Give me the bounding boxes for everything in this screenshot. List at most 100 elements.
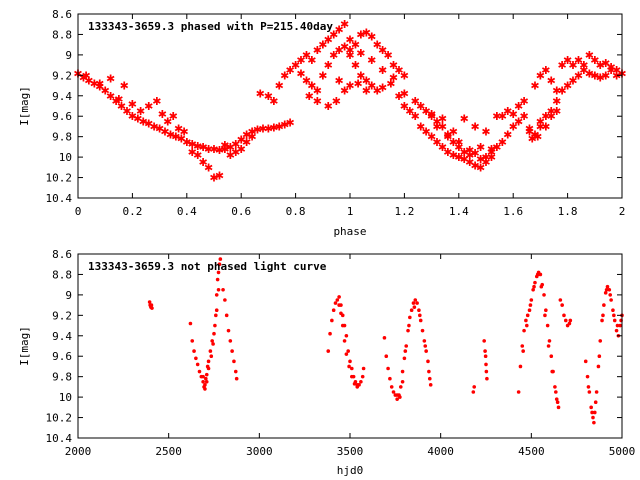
unphased-data-point [217,262,222,267]
unphased-data-point [330,318,334,323]
phased-data-point: ✱ [503,105,512,118]
phased-data-point: ✱ [568,74,577,87]
unphased-data-point [335,298,340,302]
unphased-data-point [206,359,211,364]
phased-data-point: ✱ [79,71,88,84]
phased-data-point: ✱ [373,39,382,52]
phased-data-point: ✱ [416,120,425,133]
phased-data-point: ✱ [286,116,295,129]
unphased-data-point [337,295,341,299]
phased-data-point: ✱ [558,85,567,98]
phased-data-point: ✱ [335,23,344,36]
phased-chart-axes: 0 0.2 0.4 0.6 0.8 1 1.2 1.4 1.6 1.8 2 8.6 8.8 9 9.2 9.4… [46,8,626,218]
unphased-data-point [603,291,608,295]
phased-data-point: ✱ [215,170,224,183]
unphased-data-point [382,336,387,340]
unphased-data-point [611,308,615,313]
unphased-data-point [567,321,572,326]
phased-data-point: ✱ [82,69,91,82]
unphased-y-tick-label: 8.6 [52,248,72,261]
phased-data-point: ✱ [487,146,496,159]
unphased-y-tick-label: 9 [65,289,72,302]
phased-data-point: ✱ [386,78,395,91]
phased-data-point: ✱ [199,156,208,169]
unphased-y-tick-label: 8.8 [52,268,72,281]
phased-data-point: ✱ [209,172,218,185]
phased-data-point: ✱ [215,144,224,157]
phased-data-point: ✱ [367,30,376,43]
phased-data-point: ✱ [552,85,561,98]
unphased-data-point [482,339,486,343]
phased-data-point: ✱ [585,67,594,80]
unphased-data-point [234,376,239,381]
phased-data-point: ✱ [416,100,425,113]
unphased-data-point [594,390,599,394]
unphased-data-point [360,374,365,379]
unphased-data-point [583,359,588,364]
phased-x-tick-label: 1.4 [449,205,469,218]
phased-data-point: ✱ [530,80,539,93]
phased-data-point: ✱ [367,80,376,93]
unphased-y-tick-label: 9.4 [52,330,72,343]
unphased-data-point [535,272,540,277]
unphased-data-point [389,385,394,389]
unphased-data-point [562,313,566,318]
unphased-data-point [411,301,416,305]
unphased-data-point [422,339,427,343]
unphased-data-point [483,354,488,359]
phased-data-point: ✱ [454,151,463,164]
phased-data-point: ✱ [231,138,240,151]
unphased-data-point [426,359,430,364]
unphased-data-point [586,385,591,389]
phased-data-point: ✱ [552,105,561,118]
unphased-data-point [555,400,560,405]
unphased-data-point [428,383,433,387]
phased-data-point: ✱ [443,129,452,142]
unphased-data-point [197,369,202,374]
unphased-data-point [342,339,347,343]
phased-data-point: ✱ [101,85,110,98]
phased-data-point: ✱ [492,141,501,154]
unphased-data-point [413,298,418,302]
phased-data-point: ✱ [117,100,126,113]
phased-data-point: ✱ [607,64,616,77]
unphased-data-point [402,356,407,361]
unphased-data-point [203,387,207,391]
phased-data-point: ✱ [487,143,496,156]
unphased-data-point [527,308,532,313]
unphased-y-tick-label: 10.4 [46,432,73,445]
phased-data-point: ✱ [313,95,322,108]
unphased-data-point [417,308,421,313]
phased-data-point: ✱ [481,151,490,164]
phased-x-tick-label: 0.4 [177,205,197,218]
phased-data-point: ✱ [182,136,191,149]
phased-data-point: ✱ [152,95,161,108]
phased-data-point: ✱ [601,57,610,70]
phased-data-point: ✱ [422,105,431,118]
phased-data-point: ✱ [307,80,316,93]
phased-data-point: ✱ [528,133,537,146]
phased-data-point: ✱ [188,146,197,159]
phased-data-point: ✱ [596,71,605,84]
unphased-data-point [226,328,231,333]
unphased-data-point [228,339,233,343]
unphased-data-point [593,410,597,415]
phased-y-tick-label: 9.4 [52,90,72,103]
unphased-data-point [398,385,403,389]
unphased-x-tick-label: 4000 [427,445,454,458]
unphased-data-point [391,390,396,394]
unphased-data-point [525,313,530,318]
unphased-data-point [483,349,487,353]
unphased-data-point [412,305,417,309]
unphased-data-point [418,318,423,323]
phased-data-point: ✱ [256,88,265,101]
phased-y-tick-label: 9.6 [52,110,72,123]
phased-data-point: ✱ [547,105,556,118]
unphased-data-point [395,397,399,401]
phased-data-points: ✱✱✱✱✱✱✱✱✱✱✱✱✱✱✱✱✱✱✱✱✱✱✱✱✱✱✱✱✱✱✱✱✱✱✱✱✱✱✱✱… [73,18,626,184]
phased-data-point: ✱ [471,159,480,172]
phased-data-point: ✱ [394,64,403,77]
phased-data-point: ✱ [400,100,409,113]
phased-data-point: ✱ [136,105,145,118]
unphased-data-point [326,349,331,353]
